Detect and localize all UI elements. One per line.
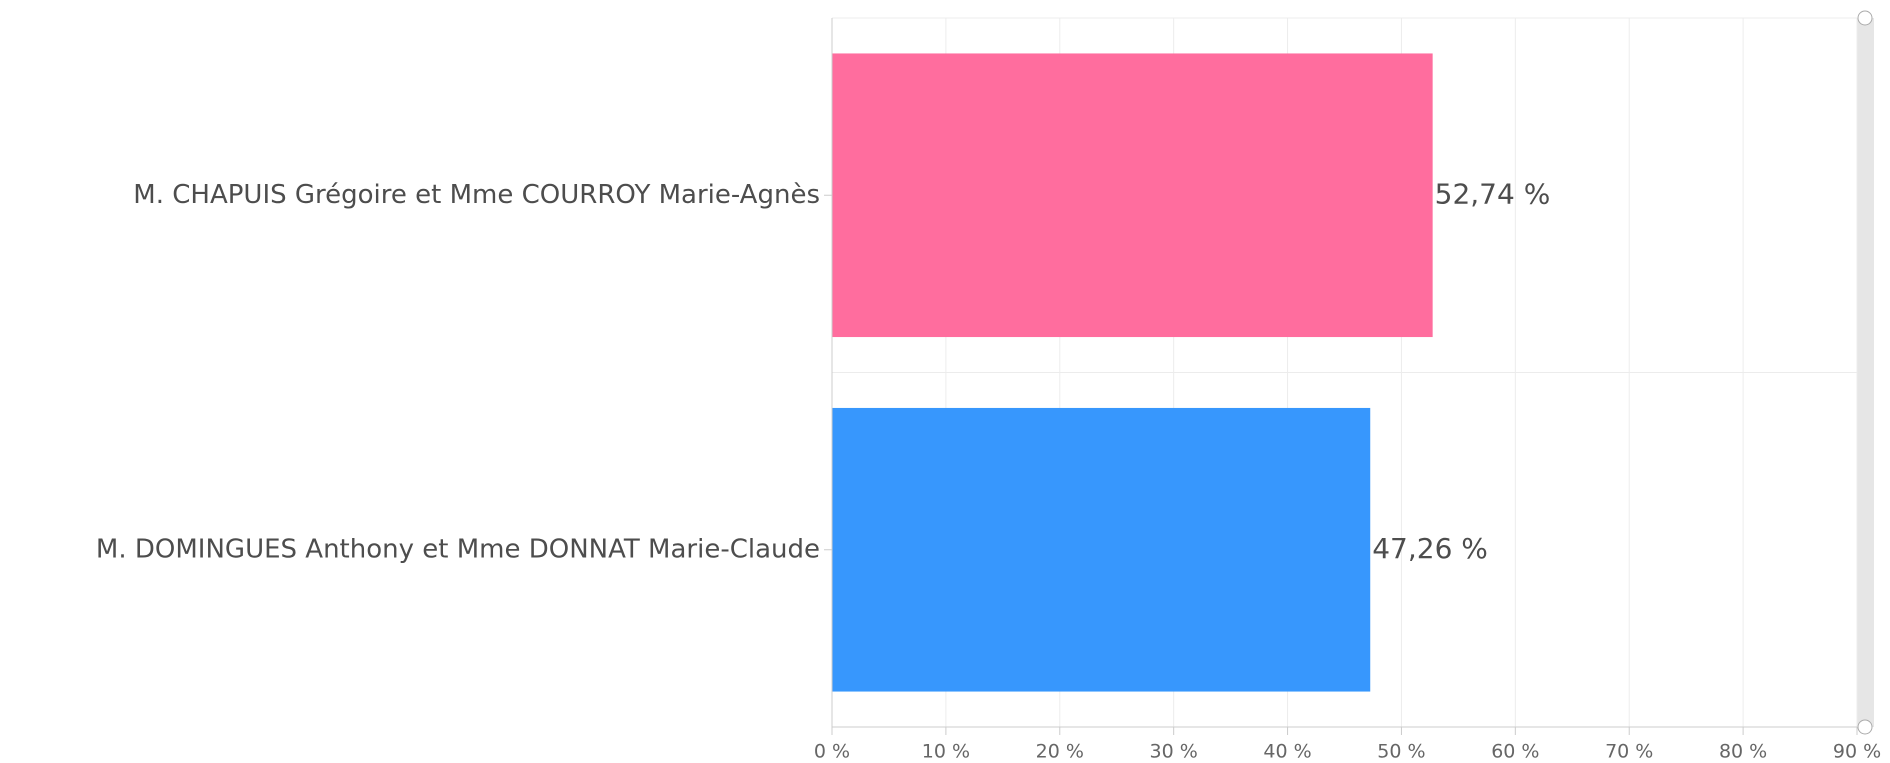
y-tick-label: M. CHAPUIS Grégoire et Mme COURROY Marie…: [133, 180, 820, 210]
scrollbar[interactable]: [1857, 18, 1874, 727]
x-tick-label: 60 %: [1491, 741, 1539, 763]
bar: [832, 407, 1371, 692]
x-tick-label: 40 %: [1263, 741, 1311, 763]
bar: [832, 53, 1433, 338]
x-tick-label: 50 %: [1377, 741, 1425, 763]
x-tick-label: 30 %: [1150, 741, 1198, 763]
y-tick-label: M. DOMINGUES Anthony et Mme DONNAT Marie…: [96, 534, 820, 564]
x-tick-label: 20 %: [1036, 741, 1084, 763]
x-tick-label: 80 %: [1719, 741, 1767, 763]
x-tick-label: 90 %: [1833, 741, 1881, 763]
value-label: 47,26 %: [1372, 532, 1488, 565]
scroll-handle[interactable]: [1857, 10, 1873, 26]
x-tick-label: 0 %: [814, 741, 850, 763]
x-tick-label: 10 %: [922, 741, 970, 763]
x-tick-label: 70 %: [1605, 741, 1653, 763]
value-label: 52,74 %: [1435, 177, 1551, 210]
scroll-handle[interactable]: [1857, 719, 1873, 735]
